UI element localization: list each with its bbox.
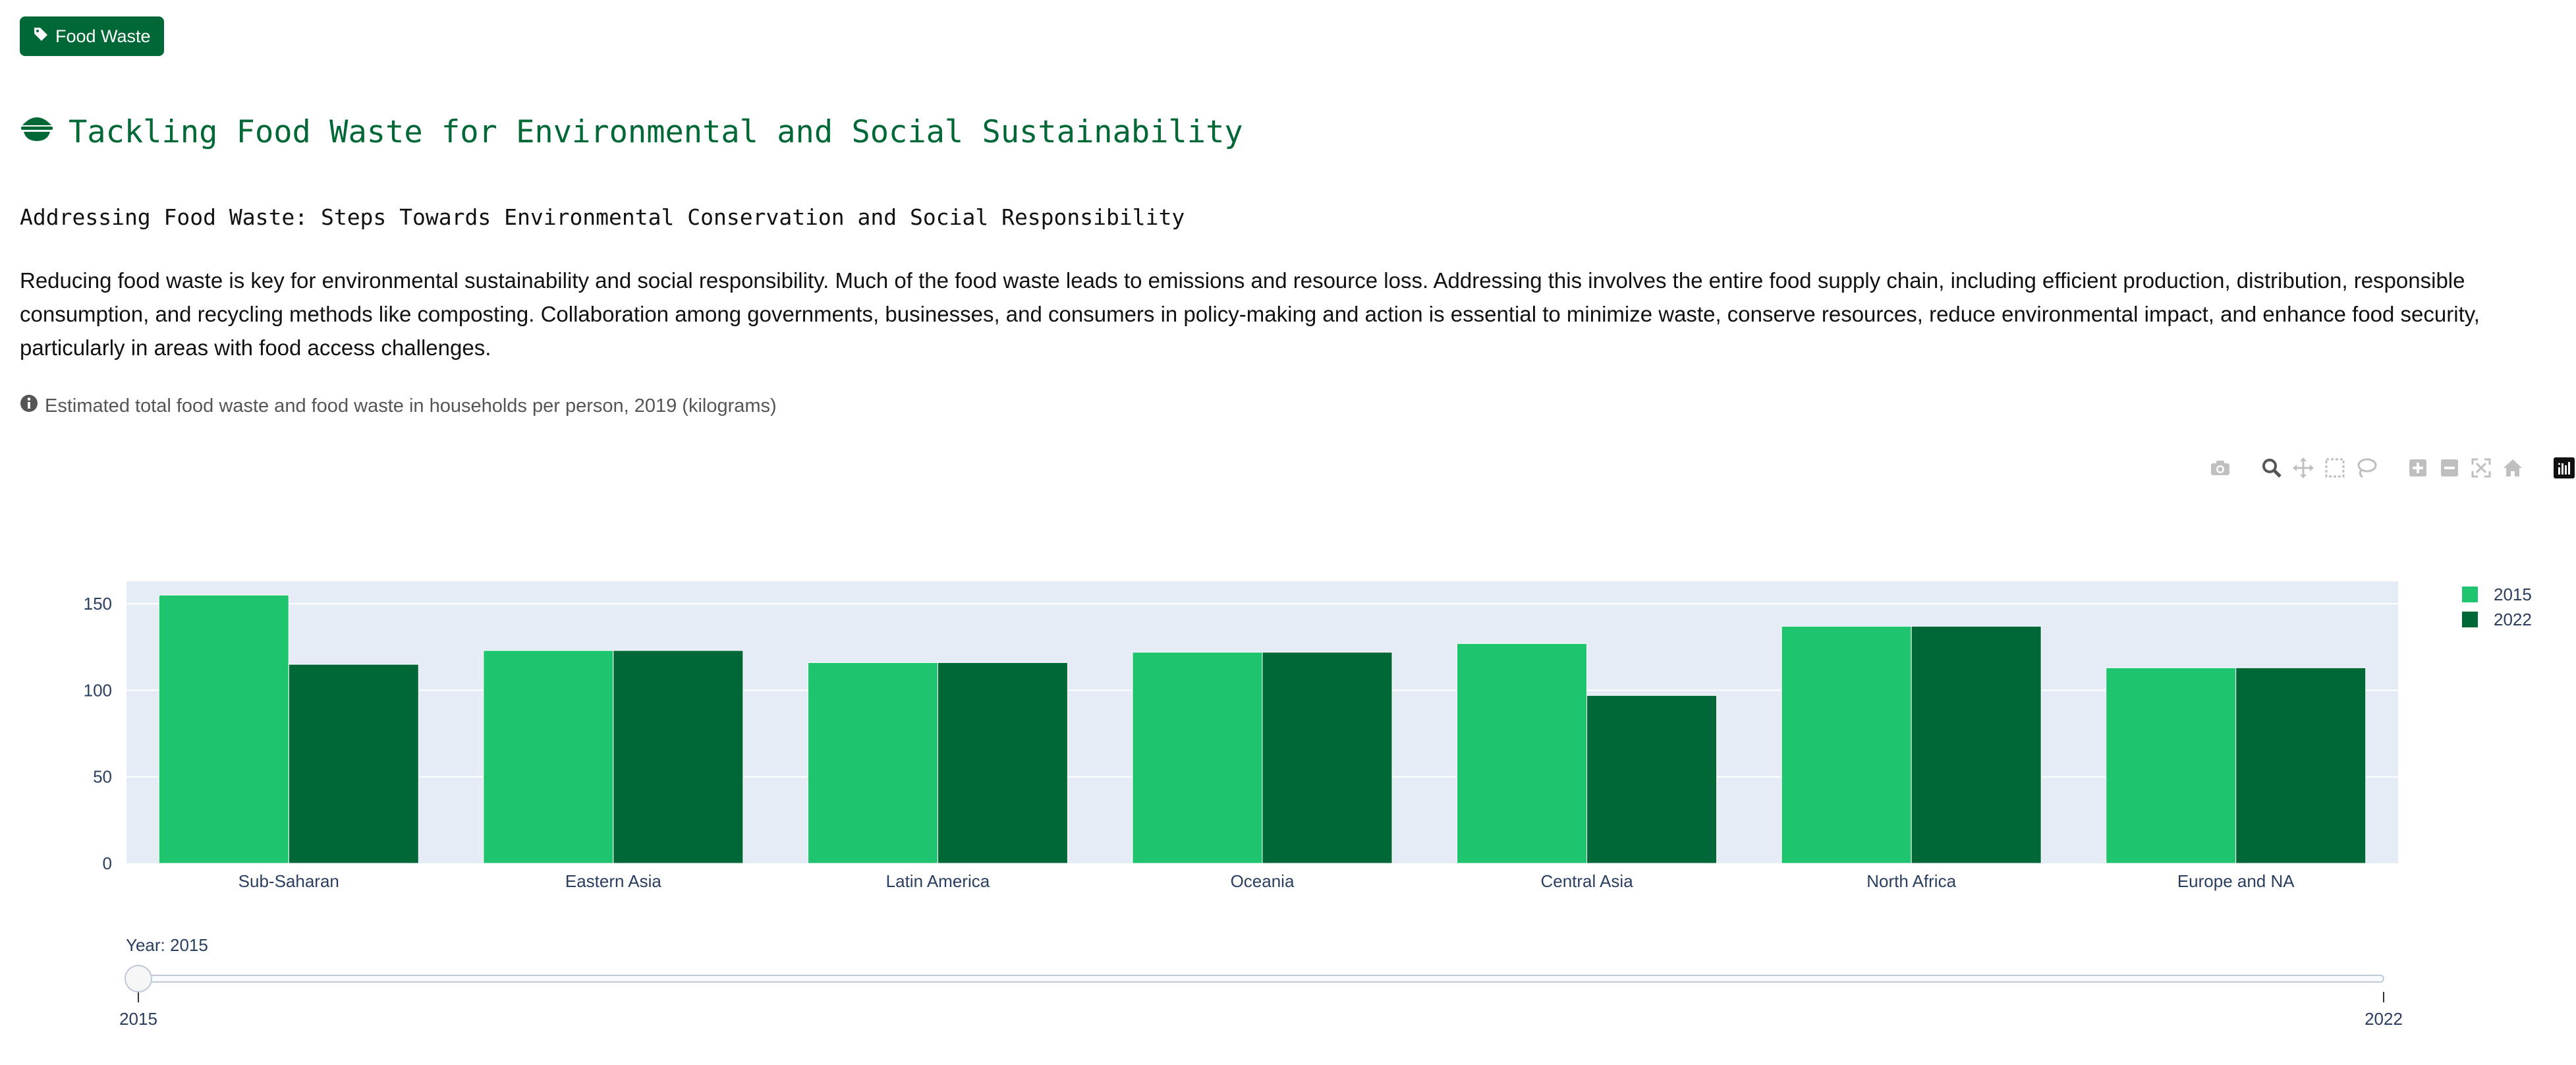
slider-handle[interactable] bbox=[125, 965, 152, 993]
slider-tick-label[interactable]: 2015 bbox=[119, 1009, 157, 1029]
bar-2022-europe-and-na[interactable] bbox=[2235, 667, 2366, 864]
zoom-in-icon[interactable] bbox=[2405, 455, 2431, 481]
legend-swatch[interactable] bbox=[2462, 612, 2478, 627]
plotly-logo-icon[interactable] bbox=[2551, 455, 2576, 481]
x-tick-label: Europe and NA bbox=[2177, 871, 2295, 891]
bar-2015-oceania[interactable] bbox=[1132, 652, 1263, 864]
autoscale-icon[interactable] bbox=[2468, 455, 2494, 481]
page-title: Tackling Food Waste for Environmental an… bbox=[20, 113, 1243, 150]
zoom-icon[interactable] bbox=[2258, 455, 2285, 481]
legend-label[interactable]: 2022 bbox=[2494, 610, 2532, 629]
info-circle-icon bbox=[20, 394, 38, 418]
bar-series bbox=[158, 594, 2366, 864]
y-tick-label: 150 bbox=[84, 594, 112, 614]
x-tick-label: Eastern Asia bbox=[565, 871, 662, 891]
bar-chart: 0 50 100 150 Sub-Saharan Eastern Asia Latin A… bbox=[84, 581, 2532, 1029]
camera-icon[interactable] bbox=[2207, 455, 2233, 481]
bar-2015-sub-saharan[interactable] bbox=[158, 594, 289, 864]
lasso-icon[interactable] bbox=[2353, 455, 2380, 481]
box-select-icon[interactable] bbox=[2322, 455, 2348, 481]
chart-note: Estimated total food waste and food wast… bbox=[20, 394, 777, 418]
bar-2022-sub-saharan[interactable] bbox=[288, 664, 419, 864]
description-paragraph: Reducing food waste is key for environme… bbox=[20, 268, 2480, 360]
x-tick-label: North Africa bbox=[1866, 871, 1956, 891]
legend-label[interactable]: 2015 bbox=[2494, 585, 2532, 604]
x-tick-label: Sub-Saharan bbox=[238, 871, 339, 891]
bar-2022-latin-america[interactable] bbox=[937, 662, 1068, 864]
x-tick-label: Latin America bbox=[886, 871, 990, 891]
x-tick-label: Central Asia bbox=[1540, 871, 1633, 891]
bar-2015-europe-and-na[interactable] bbox=[2106, 667, 2237, 864]
bar-2022-oceania[interactable] bbox=[1262, 652, 1393, 864]
y-tick-label: 100 bbox=[84, 680, 112, 700]
year-slider[interactable]: Year: 2015 2015 2022 bbox=[119, 935, 2403, 1029]
bar-2022-eastern-asia[interactable] bbox=[613, 650, 744, 864]
bar-2022-north-africa[interactable] bbox=[1911, 625, 2042, 864]
reset-axes-icon[interactable] bbox=[2500, 455, 2526, 481]
bowl-icon bbox=[20, 113, 54, 150]
bar-2015-north-africa[interactable] bbox=[1781, 625, 1912, 864]
x-tick-label: Oceania bbox=[1231, 871, 1295, 891]
legend-swatch[interactable] bbox=[2462, 587, 2478, 602]
slider-tick-label[interactable]: 2022 bbox=[2365, 1009, 2403, 1029]
pan-icon[interactable] bbox=[2290, 455, 2316, 481]
zoom-out-icon[interactable] bbox=[2436, 455, 2463, 481]
y-tick-label: 50 bbox=[93, 767, 112, 787]
food-waste-tag-button[interactable]: Food Waste bbox=[20, 16, 164, 56]
y-tick-label: 0 bbox=[103, 853, 112, 873]
slider-current-label: Year: 2015 bbox=[126, 935, 208, 955]
bar-2015-central-asia[interactable] bbox=[1457, 643, 1588, 864]
tag-label: Food Waste bbox=[55, 26, 151, 46]
x-axis-ticks: Sub-Saharan Eastern Asia Latin America Ocea… bbox=[238, 871, 2295, 891]
legend: 2015 2022 bbox=[2462, 585, 2532, 629]
chart-modebar bbox=[2207, 455, 2576, 481]
y-axis-ticks: 0 50 100 150 bbox=[84, 594, 112, 873]
chart-note-text: Estimated total food waste and food wast… bbox=[45, 395, 777, 417]
bar-2015-eastern-asia[interactable] bbox=[483, 650, 614, 864]
page-title-text: Tackling Food Waste for Environmental an… bbox=[69, 113, 1243, 150]
tag-icon bbox=[33, 26, 49, 47]
bar-2022-central-asia[interactable] bbox=[1586, 695, 1718, 864]
bar-2015-latin-america[interactable] bbox=[807, 662, 938, 864]
slider-rail[interactable] bbox=[138, 975, 2384, 983]
page-subtitle: Addressing Food Waste: Steps Towards Env… bbox=[20, 204, 1185, 230]
